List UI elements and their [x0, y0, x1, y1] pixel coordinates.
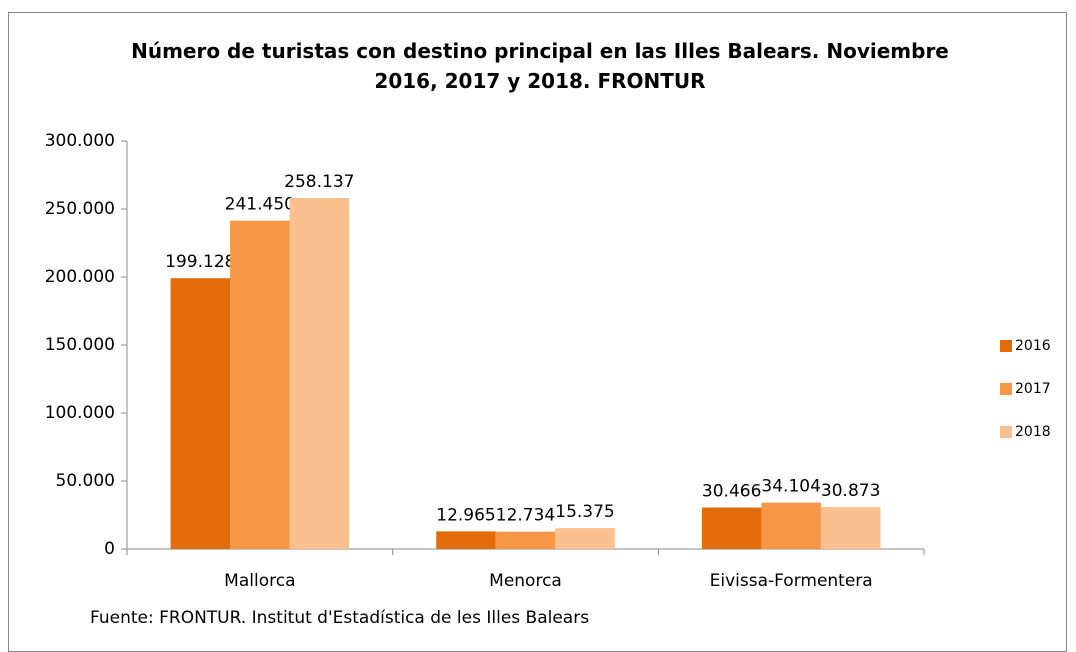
- value-label: 241.450: [225, 195, 295, 215]
- x-tick-label: Menorca: [489, 571, 562, 591]
- legend-label: 2016: [1015, 338, 1051, 354]
- y-tick-label: 250.000: [45, 199, 115, 219]
- page: {"chart_data": {"type": "bar", "title": …: [8, 12, 1067, 652]
- legend-label: 2017: [1015, 381, 1051, 397]
- legend-swatch: [1000, 340, 1012, 352]
- chart: 0 50.000 100.000 150.000 200.000 250.000 300.0…: [45, 131, 1051, 591]
- bar: [289, 197, 350, 549]
- x-tick-label: Eivissa-Formentera: [710, 571, 873, 591]
- y-tick-label: 300.000: [45, 131, 115, 151]
- bar: [701, 507, 762, 549]
- y-tick-label: 50.000: [56, 471, 115, 491]
- source-note: Fuente: FRONTUR. Institut d'Estadística …: [90, 608, 590, 628]
- value-label: 258.137: [284, 172, 354, 192]
- bar: [170, 278, 231, 549]
- value-label: 15.375: [555, 502, 614, 522]
- value-label: 12.965: [436, 505, 495, 525]
- x-tick-label: Mallorca: [224, 571, 295, 591]
- bar: [495, 531, 556, 549]
- y-tick-label: 200.000: [45, 267, 115, 287]
- value-label: 30.873: [821, 481, 880, 501]
- value-label: 12.734: [496, 506, 555, 526]
- y-tick-label: 0: [104, 539, 115, 559]
- bar: [230, 220, 290, 550]
- bar: [436, 531, 496, 549]
- value-label: 30.466: [702, 482, 761, 502]
- bar: [761, 502, 821, 549]
- chart-title: Número de turistas con destino principal…: [131, 39, 949, 93]
- y-tick-label: 100.000: [45, 403, 115, 423]
- value-label: 34.104: [761, 477, 820, 497]
- y-tick-label: 150.000: [45, 335, 115, 355]
- legend-swatch: [1000, 383, 1012, 395]
- value-label: 199.128: [165, 252, 235, 272]
- bar: [555, 528, 615, 549]
- legend-label: 2018: [1015, 424, 1051, 440]
- bar: [820, 507, 881, 549]
- legend-swatch: [1000, 426, 1012, 438]
